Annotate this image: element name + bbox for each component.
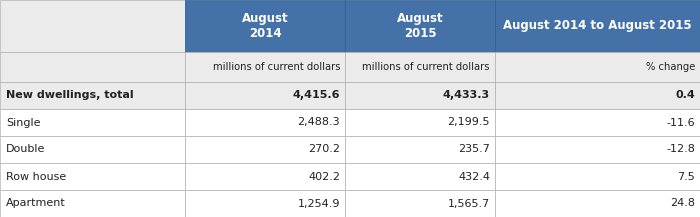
Bar bbox=[345, 163, 495, 190]
Bar bbox=[495, 109, 700, 136]
Bar bbox=[185, 190, 345, 217]
Bar bbox=[0, 52, 185, 82]
Text: 2,199.5: 2,199.5 bbox=[447, 117, 490, 128]
Bar bbox=[185, 0, 345, 52]
Bar bbox=[345, 0, 495, 52]
Text: 4,415.6: 4,415.6 bbox=[293, 90, 340, 100]
Bar bbox=[495, 0, 700, 52]
Text: 270.2: 270.2 bbox=[308, 145, 340, 155]
Bar bbox=[0, 0, 185, 52]
Text: -11.6: -11.6 bbox=[666, 117, 695, 128]
Bar bbox=[345, 82, 495, 109]
Text: % change: % change bbox=[645, 62, 695, 72]
Bar bbox=[345, 109, 495, 136]
Text: 24.8: 24.8 bbox=[670, 199, 695, 209]
Bar bbox=[345, 190, 495, 217]
Bar bbox=[345, 52, 495, 82]
Text: -12.8: -12.8 bbox=[666, 145, 695, 155]
Bar bbox=[185, 136, 345, 163]
Text: August 2014 to August 2015: August 2014 to August 2015 bbox=[503, 20, 692, 33]
Bar bbox=[345, 136, 495, 163]
Text: New dwellings, total: New dwellings, total bbox=[6, 90, 134, 100]
Text: 7.5: 7.5 bbox=[678, 171, 695, 181]
Text: 2,488.3: 2,488.3 bbox=[298, 117, 340, 128]
Text: 1,254.9: 1,254.9 bbox=[298, 199, 340, 209]
Bar bbox=[0, 109, 185, 136]
Text: August
2015: August 2015 bbox=[397, 12, 443, 40]
Bar bbox=[0, 82, 185, 109]
Bar bbox=[185, 109, 345, 136]
Bar bbox=[185, 82, 345, 109]
Bar bbox=[0, 163, 185, 190]
Text: August
2014: August 2014 bbox=[241, 12, 288, 40]
Text: 4,433.3: 4,433.3 bbox=[443, 90, 490, 100]
Bar bbox=[495, 82, 700, 109]
Text: 235.7: 235.7 bbox=[458, 145, 490, 155]
Bar bbox=[185, 52, 345, 82]
Bar bbox=[495, 52, 700, 82]
Text: millions of current dollars: millions of current dollars bbox=[213, 62, 340, 72]
Text: Double: Double bbox=[6, 145, 46, 155]
Text: 1,565.7: 1,565.7 bbox=[448, 199, 490, 209]
Bar bbox=[495, 163, 700, 190]
Text: Row house: Row house bbox=[6, 171, 66, 181]
Text: 0.4: 0.4 bbox=[676, 90, 695, 100]
Text: Single: Single bbox=[6, 117, 41, 128]
Bar bbox=[495, 190, 700, 217]
Bar bbox=[185, 163, 345, 190]
Text: Apartment: Apartment bbox=[6, 199, 66, 209]
Text: 402.2: 402.2 bbox=[308, 171, 340, 181]
Text: 432.4: 432.4 bbox=[458, 171, 490, 181]
Bar bbox=[495, 136, 700, 163]
Text: millions of current dollars: millions of current dollars bbox=[363, 62, 490, 72]
Bar bbox=[0, 136, 185, 163]
Bar bbox=[0, 190, 185, 217]
